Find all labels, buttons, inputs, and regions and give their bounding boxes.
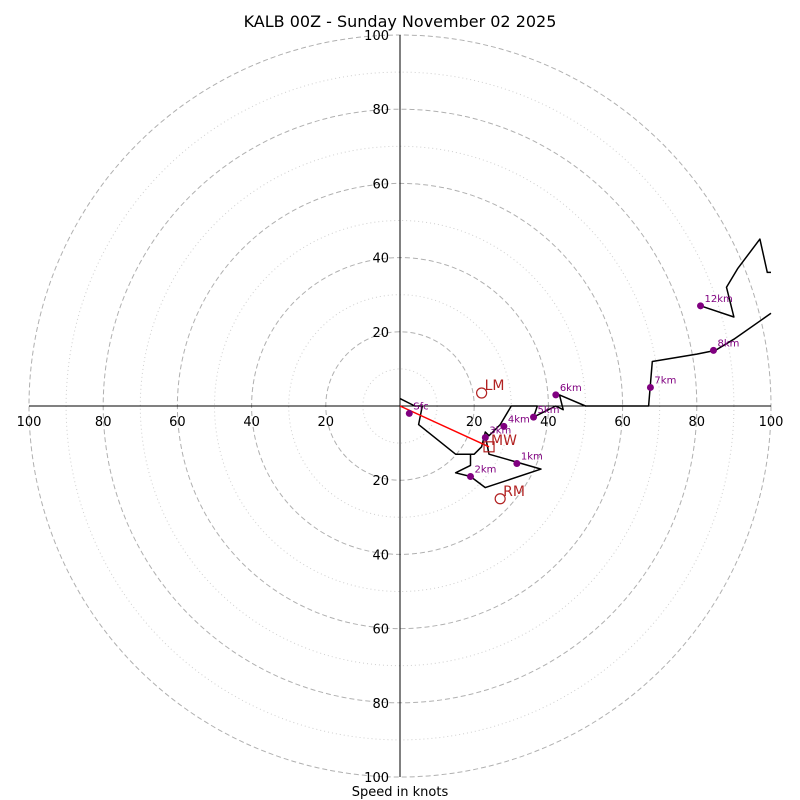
left-mover-marker: [476, 387, 488, 399]
height-marker-12km: [697, 302, 705, 310]
height-marker-Sfc: [405, 409, 413, 417]
tick-label-bottom: 80: [372, 697, 389, 712]
height-marker-3km: [481, 434, 489, 442]
hodograph-line: [399, 312, 772, 455]
hodograph-line-upper: [700, 238, 771, 318]
tick-label-right: 20: [466, 415, 483, 430]
tick-label-top: 40: [372, 252, 389, 267]
x-axis-label: Speed in knots: [352, 785, 449, 800]
height-marker-label: 6km: [560, 383, 582, 394]
chart-title: KALB 00Z - Sunday November 02 2025: [244, 12, 557, 31]
right-mover-label: RM: [503, 484, 525, 500]
tick-label-top: 100: [364, 29, 389, 44]
tick-label-bottom: 100: [364, 771, 389, 786]
height-marker-label: 3km: [489, 426, 511, 437]
tick-label-right: 80: [689, 415, 706, 430]
tick-label-left: 100: [17, 415, 42, 430]
height-marker-4km: [500, 422, 508, 430]
height-marker-label: Sfc: [413, 401, 428, 412]
mean-wind-label: MW: [491, 433, 517, 449]
tick-label-bottom: 40: [372, 548, 389, 563]
shear-vector: [399, 405, 490, 448]
height-marker-label: 8km: [717, 338, 739, 349]
tick-label-bottom: 60: [372, 623, 389, 638]
left-mover-label: LM: [485, 378, 505, 394]
tick-labels: 100 80 60 40 20 20 40 60 80 100 100 80 60 40 20 20 40 60 8…: [17, 29, 784, 786]
tick-label-top: 80: [372, 103, 389, 118]
tick-label-left: 60: [169, 415, 186, 430]
tick-label-left: 20: [318, 415, 335, 430]
height-marker-2km: [466, 472, 474, 480]
height-marker-label: 5km: [538, 405, 560, 416]
tick-label-top: 60: [372, 177, 389, 192]
height-marker-1km: [513, 460, 521, 468]
tick-label-right: 100: [759, 415, 784, 430]
height-marker-7km: [646, 383, 654, 391]
height-marker-8km: [709, 346, 717, 354]
height-marker-label: 2km: [474, 464, 496, 475]
hodograph-line-lower: [454, 435, 542, 489]
height-marker-label: 12km: [705, 294, 733, 305]
tick-label-left: 40: [243, 415, 260, 430]
height-marker-label: 4km: [508, 414, 530, 425]
height-marker-5km: [530, 413, 538, 421]
tick-label-top: 20: [372, 326, 389, 341]
tick-label-right: 40: [540, 415, 557, 430]
height-marker-label: 7km: [654, 375, 676, 386]
tick-label-left: 80: [95, 415, 112, 430]
mean-wind-marker: [483, 441, 495, 453]
height-marker-label: 1km: [521, 452, 543, 463]
tick-label-bottom: 20: [372, 474, 389, 489]
height-marker-6km: [552, 391, 560, 399]
tick-label-right: 60: [614, 415, 631, 430]
right-mover-marker: [494, 493, 506, 505]
